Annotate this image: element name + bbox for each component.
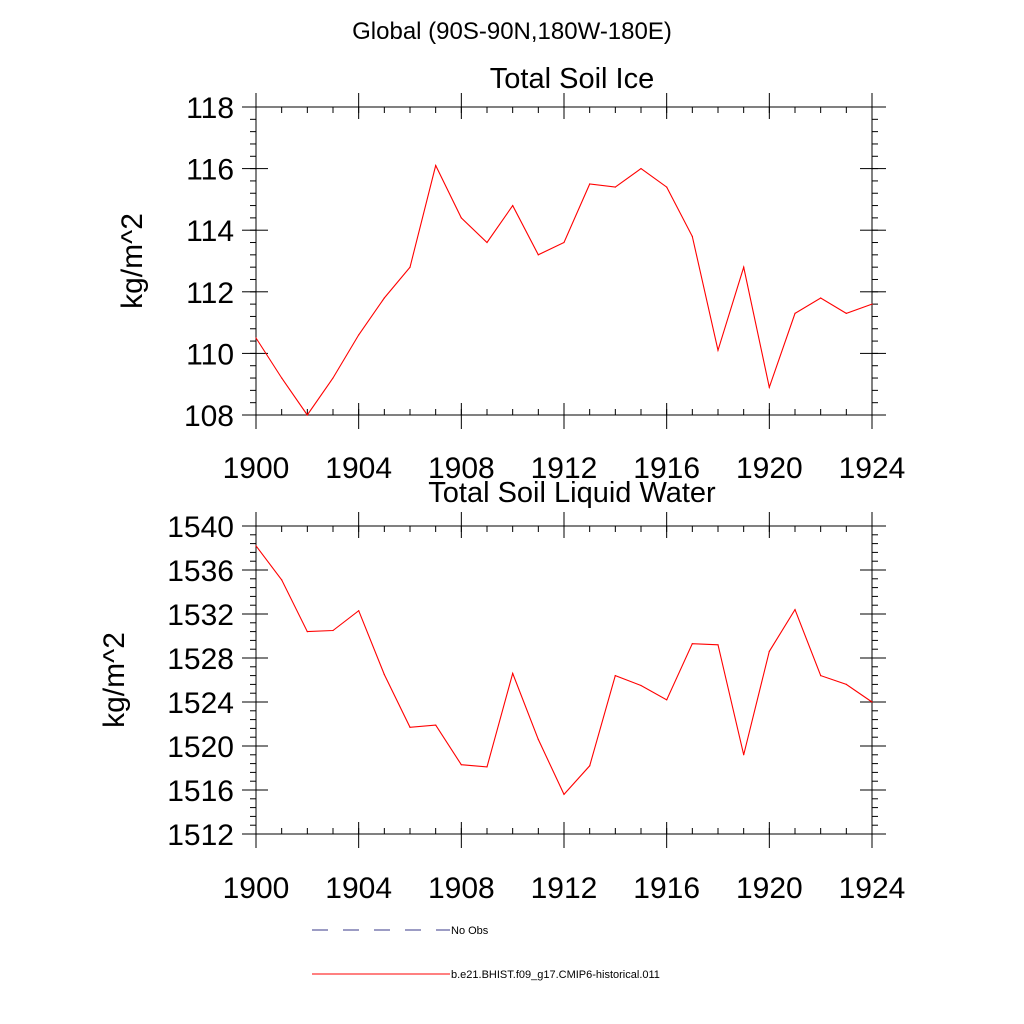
chart-2-x-tick-label: 1924: [839, 872, 906, 905]
chart-2-data-point: [794, 609, 796, 611]
chart-1-y-tick-label: 116: [186, 154, 234, 187]
page-title: Global (90S-90N,180W-180E): [352, 18, 672, 45]
chart-1-y-tick-label: 108: [184, 400, 234, 433]
chart-1-data-point: [435, 164, 437, 167]
chart-1-series-line: [255, 163, 873, 416]
chart-2-data-point: [435, 724, 437, 726]
chart-2-data-point: [537, 738, 539, 741]
chart-2-data-point: [717, 644, 719, 646]
chart-2-data-point: [512, 672, 514, 675]
chart-1-data-point: [486, 241, 488, 244]
chart-2-y-tick-label: 1528: [167, 643, 234, 676]
chart-2-y-tick-label: 1520: [167, 731, 234, 764]
chart-2-data-point: [409, 726, 411, 728]
chart-1-x-tick-label: 1900: [223, 452, 290, 485]
chart-2-y-tick-label: 1516: [167, 775, 234, 808]
chart-2-data-point: [614, 675, 616, 677]
chart-1-data-point: [691, 235, 693, 237]
chart-1-x-tick-label: 1912: [531, 452, 598, 485]
chart-2-data-point: [768, 650, 770, 653]
panel-total-soil-ice: 1900 1904 1908 1912 1916 1920 1924 108 110 112 114…: [116, 63, 905, 485]
chart-1-data-point: [512, 204, 514, 207]
chart-2-data-point: [589, 765, 591, 767]
chart-2-x-tick-label: 1916: [633, 872, 700, 905]
chart-1-data-point: [717, 349, 719, 351]
chart-1-x-tick-label: 1924: [839, 452, 906, 485]
chart-1-x-tick-label: 1920: [736, 452, 803, 485]
chart-2-data-point: [871, 701, 873, 703]
chart-1-data-point: [332, 377, 334, 379]
chart-2-data-point: [845, 683, 847, 686]
chart-2-x-tick-label: 1908: [428, 872, 495, 905]
chart-1-data-point: [666, 186, 668, 188]
chart-2-frame: [255, 525, 873, 835]
chart-1-data-point: [563, 241, 565, 244]
chart-1-data-point: [383, 297, 385, 299]
chart-2-data-point: [358, 610, 360, 612]
chart-2-title: Total Soil Liquid Water: [428, 477, 716, 509]
chart-1-data-point: [255, 337, 257, 339]
chart-2-y-axis-label: kg/m^2: [98, 632, 131, 728]
chart-2-x-tick-label: 1900: [223, 872, 290, 905]
legend-label: b.e21.BHIST.f09_g17.CMIP6-historical.011: [451, 969, 660, 981]
legend: No Obs b.e21.BHIST.f09_g17.CMIP6-historic…: [312, 925, 660, 981]
chart-1-x-tick-label: 1904: [325, 452, 392, 485]
chart-1-x-tick-label: 1908: [428, 452, 495, 485]
chart-1-y-tick-label: 118: [186, 92, 234, 125]
chart-2-data-point: [486, 766, 488, 768]
chart-1-data-point: [358, 334, 360, 336]
chart-1-data-point: [589, 183, 591, 185]
chart-2-y-tick-label: 1540: [167, 511, 234, 544]
chart-2-data-point: [281, 579, 283, 581]
chart-1-data-point: [306, 414, 308, 416]
chart-2-data-point: [255, 545, 257, 547]
chart-2-data-point: [743, 754, 745, 756]
chart-2-data-point: [691, 643, 693, 645]
chart-1-y-axis-label: kg/m^2: [116, 213, 149, 309]
chart-2-series-line: [255, 545, 873, 796]
chart-2-y-tick-label: 1524: [167, 687, 234, 720]
chart-1-data-point: [794, 312, 796, 314]
chart-1-data-point: [281, 377, 283, 379]
chart-2-data-point: [306, 631, 308, 633]
chart-1-data-point: [845, 312, 847, 314]
chart-1-data-point: [743, 266, 745, 268]
chart-2-data-point: [640, 684, 642, 687]
legend-label: No Obs: [451, 925, 489, 937]
chart-2-x-tick-label: 1904: [325, 872, 392, 905]
chart-2-data-point: [332, 629, 334, 632]
chart-2-y-tick-label: 1512: [167, 819, 234, 852]
chart-1-data-point: [820, 297, 822, 299]
chart-1-y-tick-label: 112: [186, 277, 234, 310]
chart-1-data-point: [460, 217, 462, 219]
chart-1-title: Total Soil Ice: [490, 63, 654, 95]
chart-2-x-tick-label: 1920: [736, 872, 803, 905]
chart-1-y-tick-label: 114: [186, 215, 234, 248]
chart-1-data-point: [409, 266, 411, 268]
chart-2-x-tick-label: 1912: [531, 872, 598, 905]
chart-1-y-tick-label: 110: [186, 338, 234, 371]
chart-2-data-point: [383, 673, 385, 676]
chart-1-x-tick-label: 1916: [633, 452, 700, 485]
chart-1-frame: [255, 106, 873, 416]
chart-2-data-point: [460, 764, 462, 766]
panel-total-soil-liquid-water: 1900 1904 1908 1912 1916 1920 1924 1512 1516 1520…: [98, 477, 905, 905]
chart-1-data-point: [768, 386, 770, 388]
chart-2-data-point: [820, 675, 822, 677]
chart-2-data-point: [563, 793, 565, 796]
chart-2-y-tick-label: 1536: [167, 555, 234, 588]
chart-1-data-point: [537, 254, 539, 256]
chart-1-data-point: [614, 186, 616, 188]
chart-2-y-tick-label: 1532: [167, 599, 234, 632]
chart-1-data-point: [871, 303, 873, 305]
chart-1-data-point: [640, 168, 642, 170]
chart-2-data-point: [666, 699, 668, 701]
